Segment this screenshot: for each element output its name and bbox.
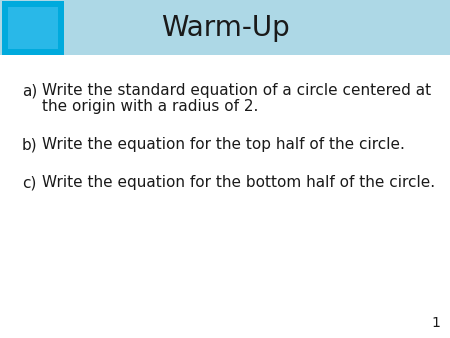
Text: a): a) bbox=[22, 83, 37, 98]
Bar bbox=[0, 0, 450, 55]
Text: Write the equation for the bottom half of the circle.: Write the equation for the bottom half o… bbox=[42, 175, 435, 190]
Text: c): c) bbox=[22, 175, 36, 190]
Text: Write the standard equation of a circle centered at: Write the standard equation of a circle … bbox=[42, 83, 431, 98]
Text: Write the equation for the top half of the circle.: Write the equation for the top half of t… bbox=[42, 137, 405, 152]
Text: 1: 1 bbox=[431, 316, 440, 330]
Text: the origin with a radius of 2.: the origin with a radius of 2. bbox=[42, 99, 258, 114]
Bar bbox=[8, 7, 58, 49]
Text: Warm-Up: Warm-Up bbox=[161, 14, 289, 42]
Text: b): b) bbox=[22, 137, 38, 152]
Bar bbox=[2, 1, 64, 55]
